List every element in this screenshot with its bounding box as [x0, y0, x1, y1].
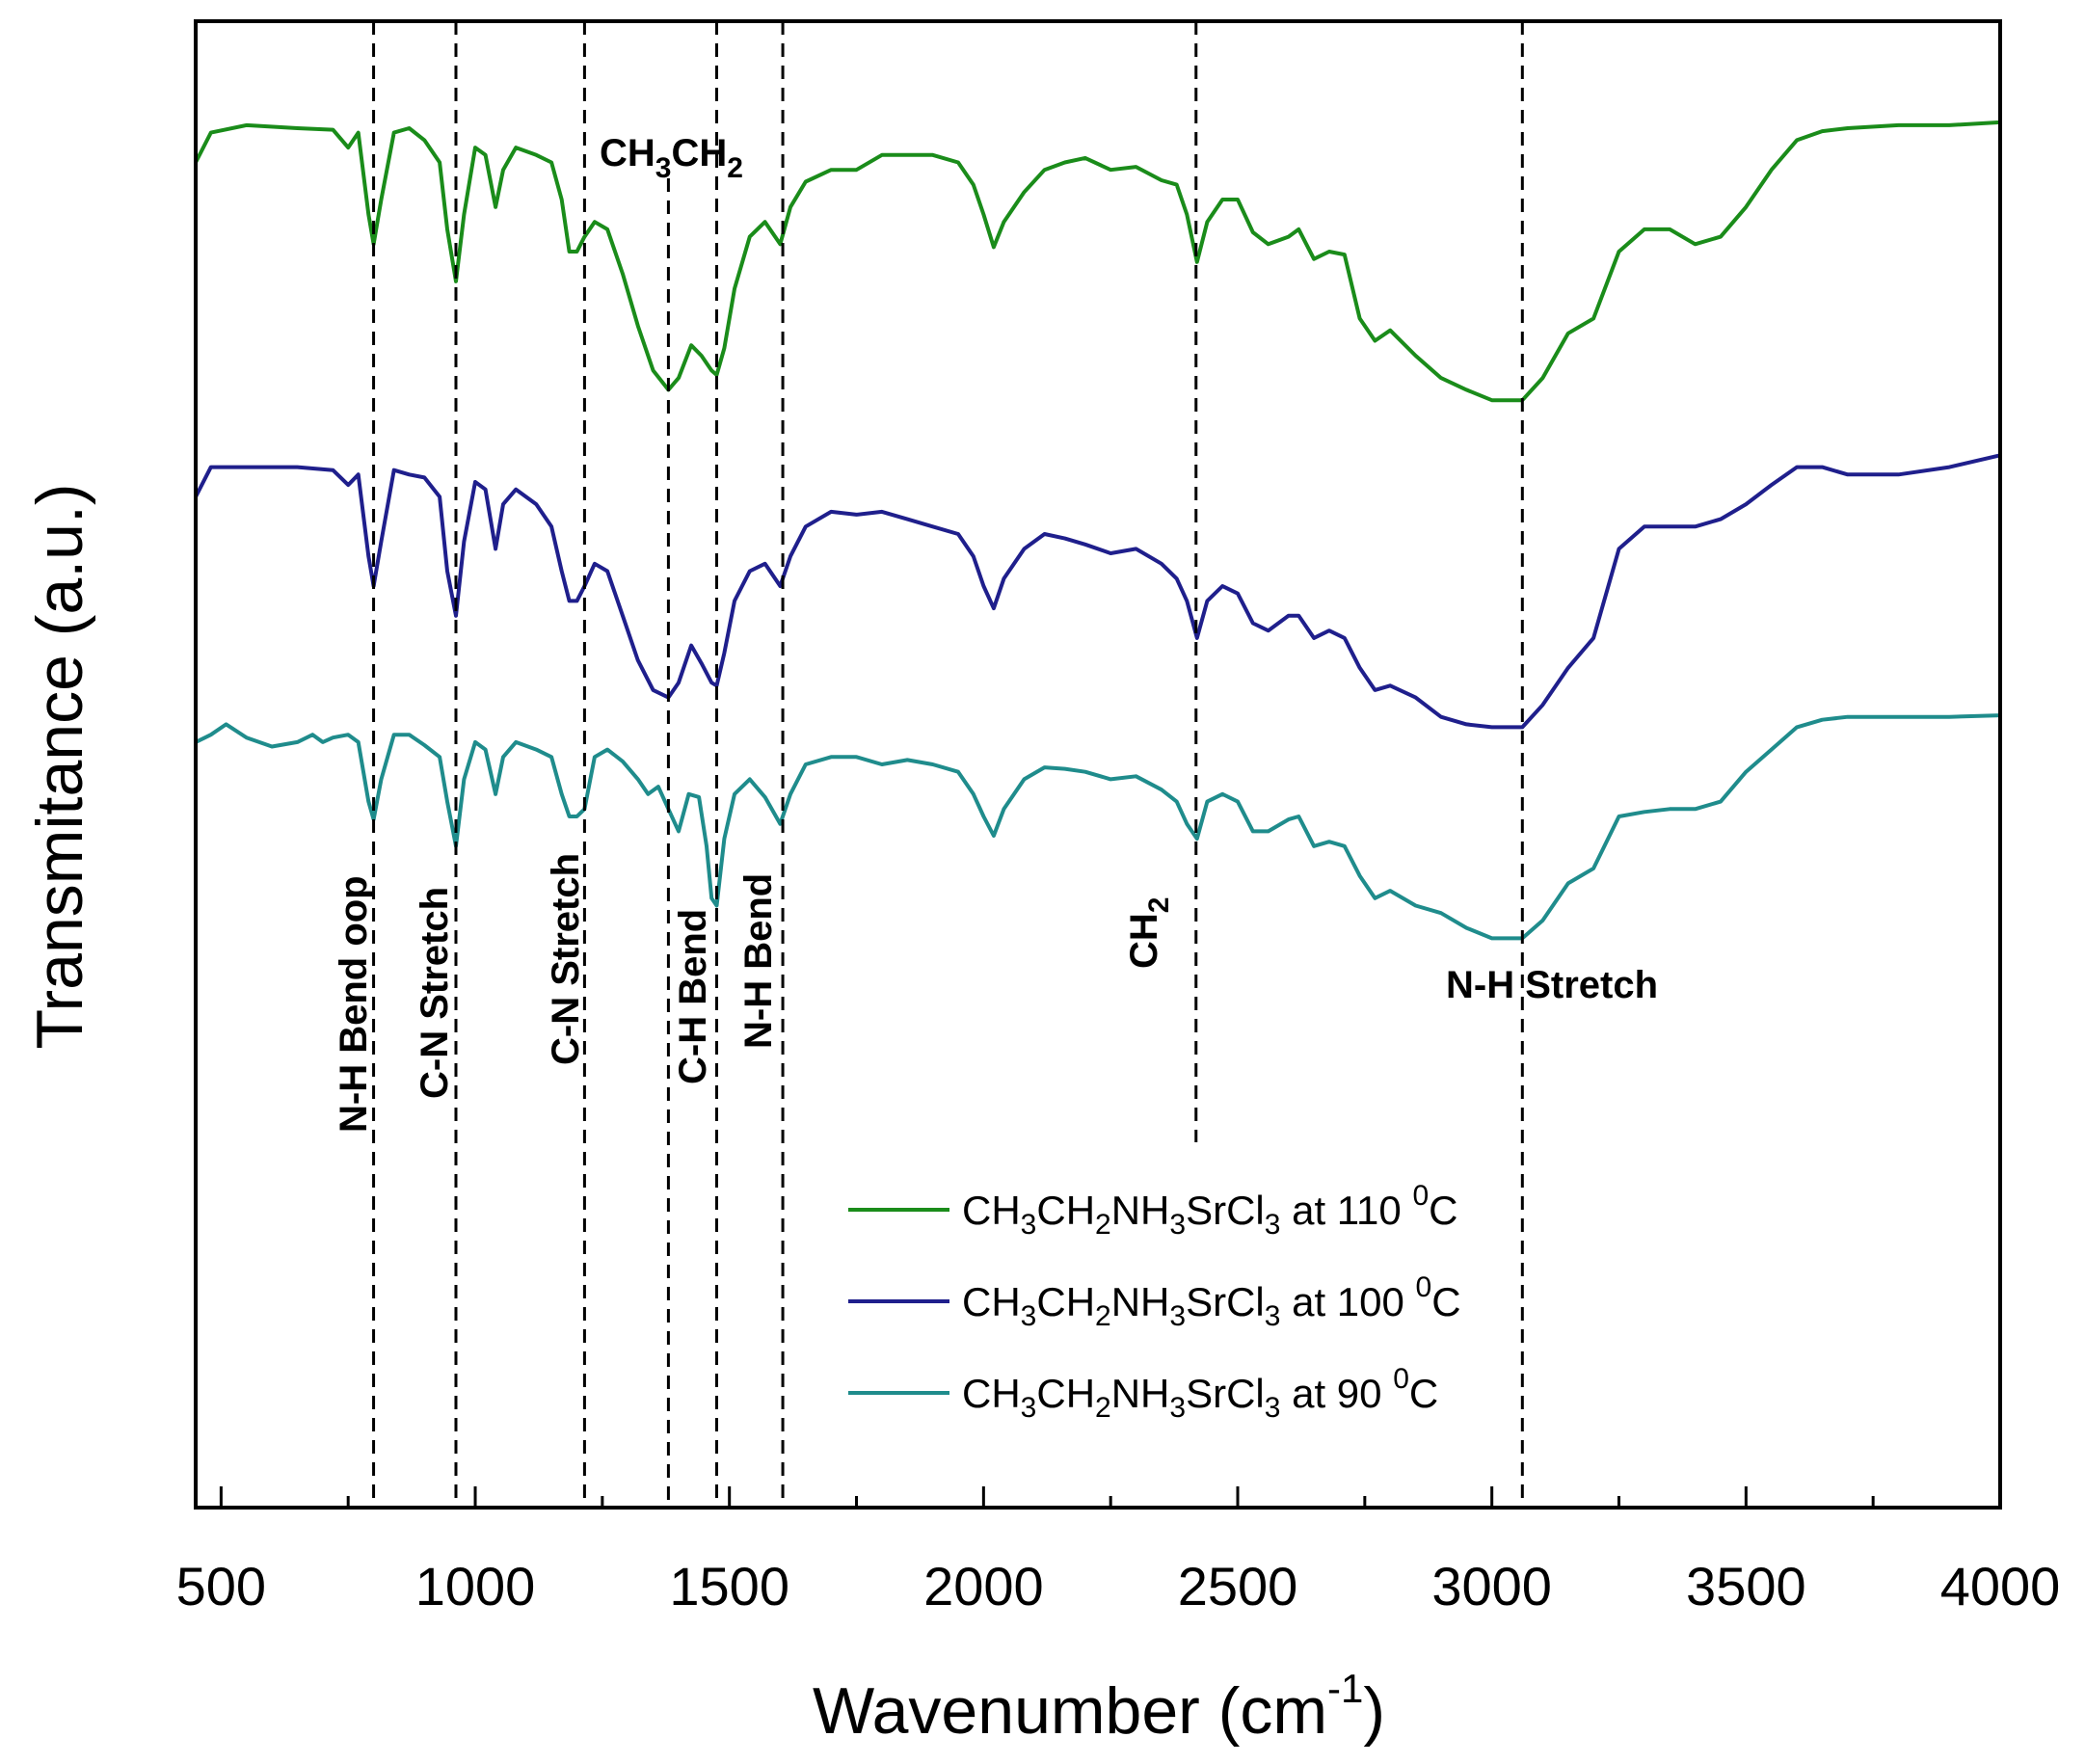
x-tick-label-3000: 3000	[1431, 1556, 1552, 1617]
legend-item-90: CH3CH2NH3SrCl3 at 90 0C	[848, 1363, 1438, 1424]
annot-cn-stretch-1: C-N Stretch	[414, 887, 456, 1099]
x-tick-label-2000: 2000	[923, 1556, 1044, 1617]
y-axis-title: Transmitance (a.u.)	[23, 484, 96, 1050]
series-line-1	[194, 453, 2001, 730]
annot-nh-bend-oop: N-H Bend oop	[333, 875, 375, 1133]
x-tick-label-500: 500	[176, 1556, 266, 1617]
x-tick-label-4000: 4000	[1940, 1556, 2061, 1617]
annot-nh-bend: N-H Bend	[737, 873, 780, 1049]
series-line-0	[194, 120, 2001, 403]
x-tick-label-1500: 1500	[669, 1556, 789, 1617]
plot-area	[194, 120, 2001, 941]
annot-ch-bend: C-H Bend	[672, 909, 714, 1084]
x-axis: 500 1000 1500 2000 2500 3000 3500 4000	[176, 1486, 2061, 1617]
legend-label-100: CH3CH2NH3SrCl3 at 100 0C	[962, 1271, 1461, 1332]
legend-label-110: CH3CH2NH3SrCl3 at 110 0C	[962, 1180, 1457, 1241]
x-tick-label-2500: 2500	[1178, 1556, 1298, 1617]
legend-item-110: CH3CH2NH3SrCl3 at 110 0C	[848, 1180, 1457, 1241]
legend-item-100: CH3CH2NH3SrCl3 at 100 0C	[848, 1271, 1461, 1332]
legend-label-90: CH3CH2NH3SrCl3 at 90 0C	[962, 1363, 1438, 1424]
annot-ch2: CH2	[1123, 897, 1175, 969]
legend: CH3CH2NH3SrCl3 at 110 0C CH3CH2NH3SrCl3 …	[848, 1180, 1461, 1424]
annot-ch3ch2: CH3CH2	[600, 132, 743, 184]
x-tick-label-1000: 1000	[415, 1556, 536, 1617]
series-line-2	[195, 713, 2001, 941]
annot-cn-stretch-2: C-N Stretch	[545, 853, 587, 1065]
plot-frame	[194, 19, 2002, 1510]
annotations: N-H Bend oop C-N Stretch C-N Stretch CH3…	[333, 132, 1658, 1133]
reference-lines	[372, 21, 1524, 1508]
x-tick-label-3500: 3500	[1686, 1556, 1806, 1617]
annot-nh-stretch: N-H Stretch	[1446, 964, 1658, 1006]
x-axis-title: Wavenumber (cm-1)	[813, 1666, 1385, 1748]
